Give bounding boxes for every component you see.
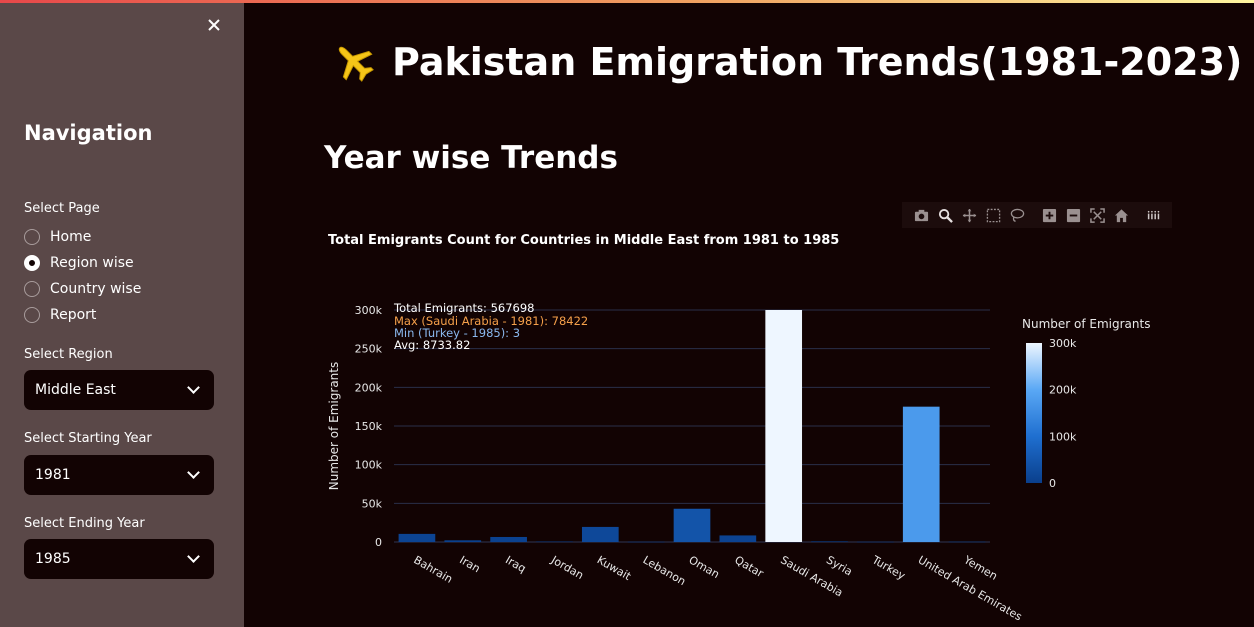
radio-label: Home [50, 229, 92, 245]
lasso-icon[interactable] [1006, 204, 1028, 226]
y-tick-label: 0 [375, 536, 382, 549]
x-tick-label: Turkey [869, 553, 908, 583]
chevron-down-icon [187, 381, 200, 394]
radio-dot[interactable] [24, 307, 40, 323]
colorbar-tick-label: 300k [1049, 337, 1077, 350]
bar [902, 406, 940, 542]
radio-label: Report [50, 307, 97, 323]
bar [948, 541, 986, 543]
radio-label: Country wise [50, 281, 142, 297]
section-title: Year wise Trends [324, 140, 618, 176]
page-title-text: Pakistan Emigration Trends(1981-2023) [392, 40, 1243, 84]
y-tick-label: 300k [355, 304, 383, 317]
bar [444, 540, 482, 542]
start-year-select[interactable]: 1981 [24, 455, 214, 495]
annotation-max: Max (Saudi Arabia - 1981): 78422 [394, 314, 588, 328]
radio-region-wise[interactable]: Region wise [24, 253, 134, 273]
end-year-value: 1985 [35, 551, 71, 567]
x-tick-label: Jordan [548, 553, 586, 582]
start-year-value: 1981 [35, 467, 71, 483]
x-tick-label: Iraq [503, 553, 528, 575]
y-tick-label: 100k [355, 459, 383, 472]
radio-dot[interactable] [24, 229, 40, 245]
end-year-select[interactable]: 1985 [24, 539, 214, 579]
radio-report[interactable]: Report [24, 305, 96, 325]
x-tick-label: Iran [457, 553, 482, 575]
x-tick-label: Bahrain [411, 553, 454, 586]
x-tick-label: Qatar [732, 553, 766, 580]
top-accent-bar [0, 0, 1254, 3]
y-tick-label: 50k [362, 497, 383, 510]
annotation-avg: Avg: 8733.82 [394, 338, 470, 352]
bar [490, 536, 527, 542]
annotation-total: Total Emigrants: 567698 [393, 301, 534, 315]
bar [536, 541, 573, 543]
close-icon [208, 19, 220, 31]
x-tick-label: Lebanon [641, 553, 688, 588]
nav-title: Navigation [24, 121, 153, 145]
colorbar-tick-label: 0 [1049, 477, 1056, 490]
bar [719, 535, 757, 542]
select-page-label: Select Page [24, 201, 100, 216]
radio-dot-selected[interactable] [24, 255, 40, 271]
radio-country-wise[interactable]: Country wise [24, 279, 141, 299]
zoom-out-icon[interactable] [1062, 204, 1084, 226]
y-axis-label: Number of Emigrants [327, 362, 341, 490]
region-select-value: Middle East [35, 382, 116, 398]
zoom-in-icon[interactable] [1038, 204, 1060, 226]
bar [765, 310, 803, 542]
select-region-label: Select Region [24, 347, 113, 362]
home-icon[interactable] [1110, 204, 1132, 226]
annotation-min: Min (Turkey - 1985): 3 [394, 326, 520, 340]
radio-label: Region wise [50, 255, 134, 271]
radio-home[interactable]: Home [24, 227, 91, 247]
sidebar: Navigation Select Page Home Region wise … [0, 3, 244, 627]
bar-chart: 0 50k 100k 150k 200k 250k 300k Number of Emigra… [327, 301, 1150, 624]
x-tick-label: Oman [687, 553, 722, 581]
bar [673, 508, 711, 542]
box-select-icon[interactable] [982, 204, 1004, 226]
start-year-label: Select Starting Year [24, 431, 152, 446]
bar [398, 533, 436, 542]
bar [581, 526, 619, 542]
colorbar-tick-label: 200k [1049, 384, 1077, 397]
x-tick-label: Kuwait [595, 553, 634, 583]
plotly-logo-icon[interactable] [1142, 204, 1164, 226]
y-tick-label: 250k [355, 343, 383, 356]
bar [857, 541, 894, 543]
bar [811, 541, 848, 542]
chevron-down-icon [187, 550, 200, 563]
chart-title: Total Emigrants Count for Countries in M… [328, 233, 840, 248]
y-tick-label: 200k [355, 381, 383, 394]
region-select[interactable]: Middle East [24, 370, 214, 410]
x-tick-label: Syria [824, 553, 855, 578]
bar [627, 541, 665, 543]
zoom-icon[interactable] [934, 204, 956, 226]
y-tick-label: 150k [355, 420, 383, 433]
end-year-label: Select Ending Year [24, 516, 145, 531]
close-sidebar-button[interactable] [204, 17, 224, 37]
chart-modebar [902, 202, 1172, 228]
camera-icon[interactable] [910, 204, 932, 226]
colorbar-tick-label: 100k [1049, 430, 1077, 443]
pan-icon[interactable] [958, 204, 980, 226]
radio-dot[interactable] [24, 281, 40, 297]
colorbar [1026, 343, 1042, 483]
chevron-down-icon [187, 466, 200, 479]
colorbar-title: Number of Emigrants [1022, 317, 1150, 331]
page-title: Pakistan Emigration Trends(1981-2023) [330, 38, 1242, 86]
airplane-icon [338, 46, 374, 82]
autoscale-icon[interactable] [1086, 204, 1108, 226]
